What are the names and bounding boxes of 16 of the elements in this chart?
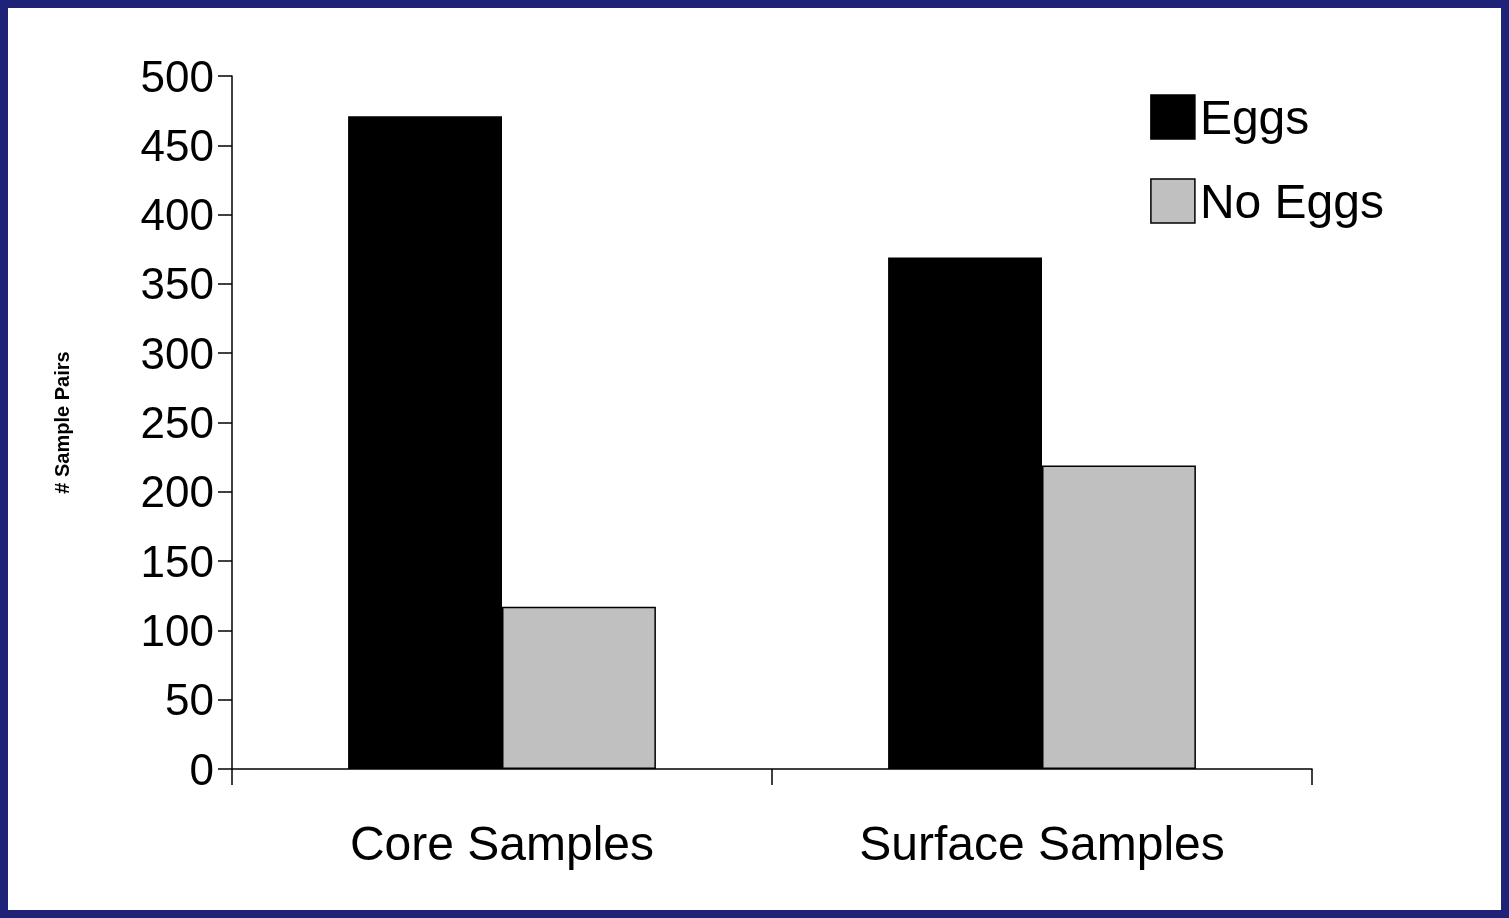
y-tick-label: 500 [140, 51, 214, 101]
y-tick-label: 150 [140, 536, 214, 586]
x-tick-label: Core Samples [349, 816, 655, 870]
y-axis-title: # Sample Pairs [51, 351, 73, 494]
y-tick-label: 400 [140, 190, 214, 240]
legend-label: Eggs [1199, 90, 1310, 144]
y-tick-label: 300 [140, 328, 214, 378]
x-tick-label: Surface Samples [859, 816, 1225, 870]
y-tick-label: 450 [140, 120, 214, 170]
y-tick-label: 200 [140, 467, 214, 517]
legend-label: No Eggs [1199, 174, 1385, 228]
y-tick-label: 100 [140, 605, 214, 655]
y-tick-label: 50 [165, 675, 214, 725]
y-tick-label: 350 [140, 259, 214, 309]
y-tick-label: 0 [189, 744, 214, 794]
y-tick-label: 250 [140, 398, 214, 447]
